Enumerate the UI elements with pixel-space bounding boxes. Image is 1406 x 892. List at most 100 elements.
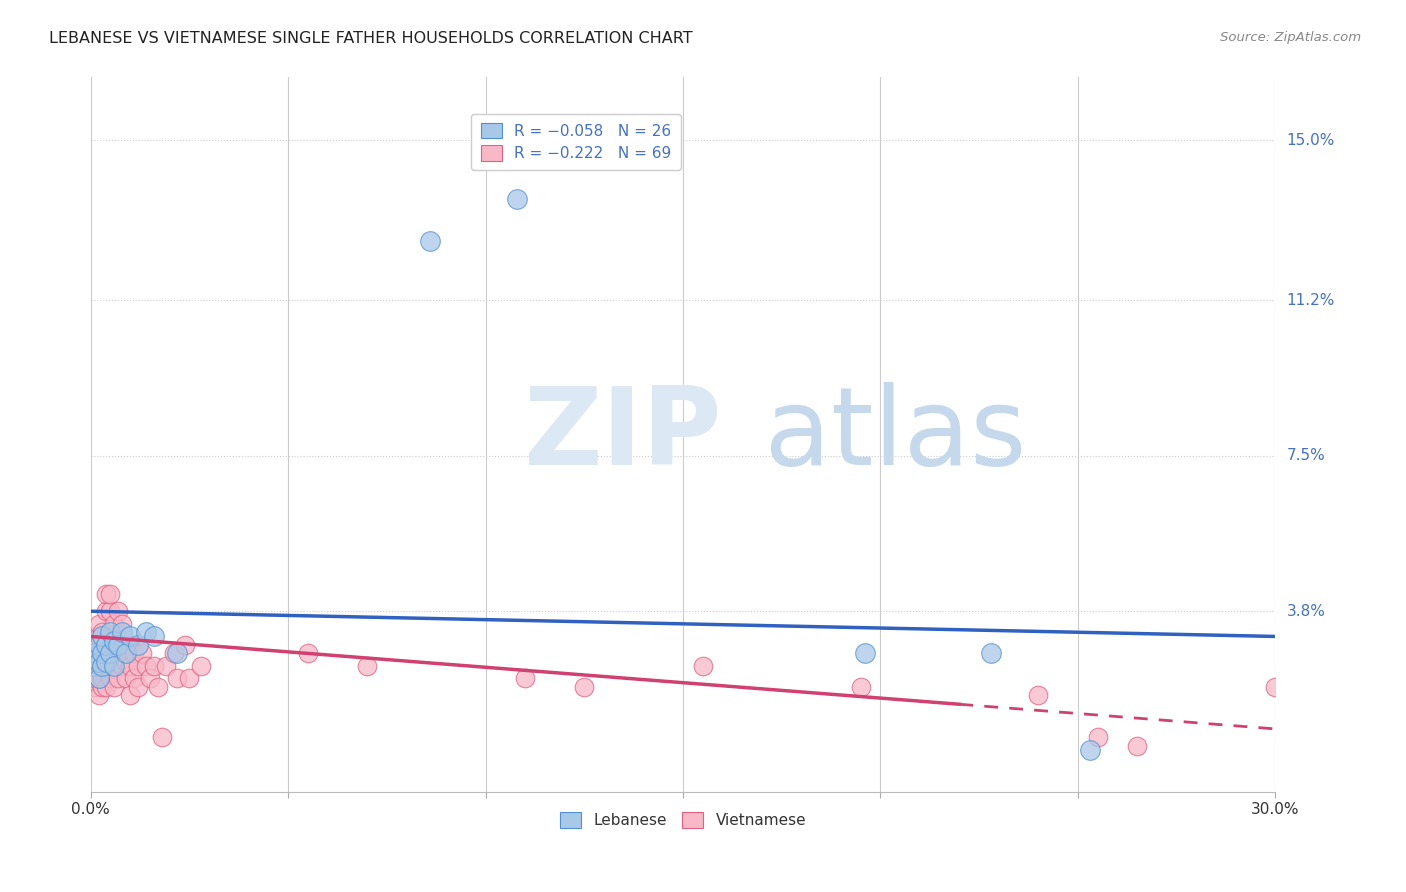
Point [103, 633, 125, 648]
Point [91, 658, 114, 673]
Point [91, 630, 114, 644]
Point [166, 646, 188, 660]
Point [103, 638, 125, 652]
Point [98, 587, 121, 601]
Point [96, 655, 118, 669]
Point [419, 235, 441, 249]
Point [115, 655, 138, 669]
Point [122, 672, 145, 686]
Point [1087, 731, 1109, 745]
Text: Source: ZipAtlas.com: Source: ZipAtlas.com [1220, 31, 1361, 45]
Point [83, 638, 105, 652]
Point [120, 688, 142, 702]
Point [297, 646, 319, 660]
Point [135, 625, 157, 640]
Point [122, 646, 145, 660]
Point [155, 658, 177, 673]
Point [179, 672, 201, 686]
Point [111, 658, 134, 673]
Point [853, 646, 876, 660]
Point [166, 672, 188, 686]
Point [190, 658, 212, 673]
Point [87, 616, 110, 631]
Point [142, 658, 165, 673]
Point [103, 616, 125, 631]
Point [111, 638, 134, 652]
Point [91, 646, 114, 660]
Point [135, 658, 157, 673]
Point [120, 638, 142, 652]
Point [98, 646, 121, 660]
Point [146, 680, 169, 694]
Point [692, 658, 714, 673]
Point [96, 638, 118, 652]
Point [98, 604, 121, 618]
Point [96, 638, 118, 652]
Point [107, 604, 129, 618]
Point [103, 658, 125, 673]
Point [91, 646, 114, 660]
Point [96, 587, 118, 601]
Point [83, 672, 105, 686]
Point [87, 630, 110, 644]
Point [83, 658, 105, 673]
Point [83, 646, 105, 660]
Point [87, 688, 110, 702]
Point [91, 625, 114, 640]
Point [87, 672, 110, 686]
Text: atlas: atlas [523, 382, 1026, 488]
Text: LEBANESE VS VIETNAMESE SINGLE FATHER HOUSEHOLDS CORRELATION CHART: LEBANESE VS VIETNAMESE SINGLE FATHER HOU… [49, 31, 693, 46]
Point [139, 672, 162, 686]
Text: 3.8%: 3.8% [1286, 604, 1326, 619]
Point [111, 616, 134, 631]
Point [356, 658, 378, 673]
Point [1264, 680, 1286, 694]
Point [131, 646, 153, 660]
Point [174, 638, 197, 652]
Point [1126, 739, 1149, 753]
Point [107, 672, 129, 686]
Point [98, 646, 121, 660]
Point [107, 638, 129, 652]
Point [115, 646, 138, 660]
Point [107, 646, 129, 660]
Text: 7.5%: 7.5% [1286, 448, 1324, 463]
Point [96, 604, 118, 618]
Point [127, 658, 149, 673]
Point [980, 646, 1002, 660]
Point [87, 672, 110, 686]
Point [849, 680, 872, 694]
Point [91, 672, 114, 686]
Text: 11.2%: 11.2% [1286, 293, 1334, 308]
Point [127, 680, 149, 694]
Point [98, 625, 121, 640]
Point [91, 658, 114, 673]
Point [87, 646, 110, 660]
Point [1028, 688, 1050, 702]
Point [87, 658, 110, 673]
Text: 15.0%: 15.0% [1286, 133, 1334, 148]
Point [83, 658, 105, 673]
Text: ZIP: ZIP [523, 382, 721, 488]
Point [513, 672, 536, 686]
Point [120, 630, 142, 644]
Point [87, 638, 110, 652]
Point [111, 625, 134, 640]
Point [103, 658, 125, 673]
Point [107, 638, 129, 652]
Point [83, 646, 105, 660]
Point [96, 680, 118, 694]
Point [574, 680, 596, 694]
Point [506, 192, 529, 206]
Point [87, 655, 110, 669]
Point [83, 680, 105, 694]
Point [115, 672, 138, 686]
Legend: Lebanese, Vietnamese: Lebanese, Vietnamese [554, 806, 813, 834]
Point [96, 658, 118, 673]
Point [1078, 743, 1101, 757]
Point [103, 680, 125, 694]
Point [127, 638, 149, 652]
Point [98, 630, 121, 644]
Point [162, 646, 184, 660]
Point [91, 680, 114, 694]
